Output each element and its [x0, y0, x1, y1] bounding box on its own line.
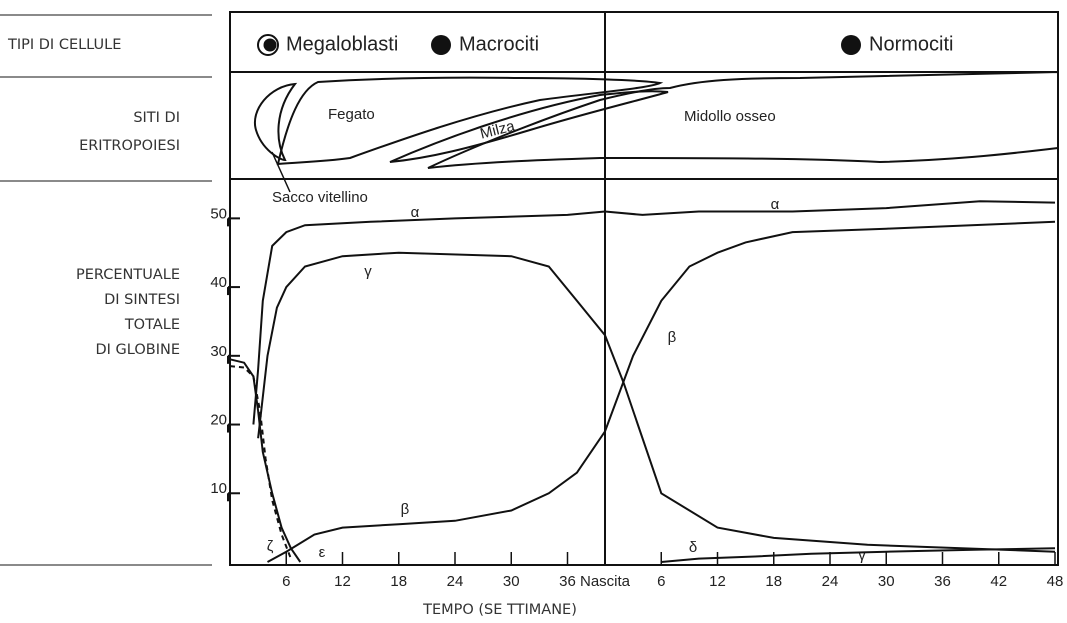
row-label: TIPI DI CELLULE [7, 37, 121, 53]
curve [258, 253, 1055, 552]
cell-type: Normociti [869, 33, 953, 55]
curve-label: β [401, 501, 410, 518]
curve-label: β [668, 329, 677, 346]
curve-label: ε [319, 544, 326, 561]
curve-label: γ [364, 263, 372, 280]
x-tick-label: 18 [390, 573, 407, 590]
y-tick-label: 30 [210, 343, 227, 360]
frame [230, 12, 1058, 565]
curve-label: δ [689, 539, 697, 556]
curve-label: ζ [267, 538, 274, 555]
y-tick-label: 50 [210, 205, 227, 222]
x-tick-label: 12 [334, 573, 351, 590]
x-tick-label: 24 [822, 573, 839, 590]
x-tick-label: 6 [282, 573, 290, 590]
megaloblast-nucleus [264, 39, 277, 52]
row-label: DI GLOBINE [96, 342, 181, 358]
row-label: DI SINTESI [104, 292, 180, 308]
x-tick-label: 48 [1047, 573, 1064, 590]
curve-label: γ [858, 547, 866, 564]
site-label: Midollo osseo [684, 108, 776, 125]
y-tick-label: 20 [210, 412, 227, 429]
x-tick-label: Nascita [580, 573, 631, 590]
row-label: PERCENTUALE [76, 267, 180, 283]
x-tick-label: 36 [559, 573, 576, 590]
curve [268, 222, 1056, 562]
y-tick-label: 10 [210, 480, 227, 497]
x-tick-label: 30 [878, 573, 895, 590]
pointer [272, 152, 290, 192]
row-label: TOTALE [124, 317, 180, 333]
curve-label: α [771, 196, 780, 213]
x-tick-label: 42 [990, 573, 1007, 590]
x-axis-label: TEMPO (SE TTIMANE) [422, 602, 577, 618]
cell-type: Megaloblasti [286, 33, 398, 55]
curve-label: α [411, 204, 420, 221]
row-label: ERITROPOIESI [79, 138, 180, 154]
row-label: SITI DI [133, 110, 180, 126]
site-label: Fegato [328, 106, 375, 123]
normocyte-icon [841, 35, 861, 55]
x-tick-label: 36 [934, 573, 951, 590]
x-tick-label: 30 [503, 573, 520, 590]
x-tick-label: 24 [447, 573, 464, 590]
site-label: Sacco vitellino [272, 189, 368, 206]
x-tick-label: 18 [765, 573, 782, 590]
macrocyte-icon [431, 35, 451, 55]
x-tick-label: 12 [709, 573, 726, 590]
y-tick-label: 40 [210, 274, 227, 291]
chart: Megaloblasti Macrociti Normociti Fegato … [0, 0, 1067, 623]
cell-type: Macrociti [459, 33, 539, 55]
x-tick-label: 6 [657, 573, 665, 590]
